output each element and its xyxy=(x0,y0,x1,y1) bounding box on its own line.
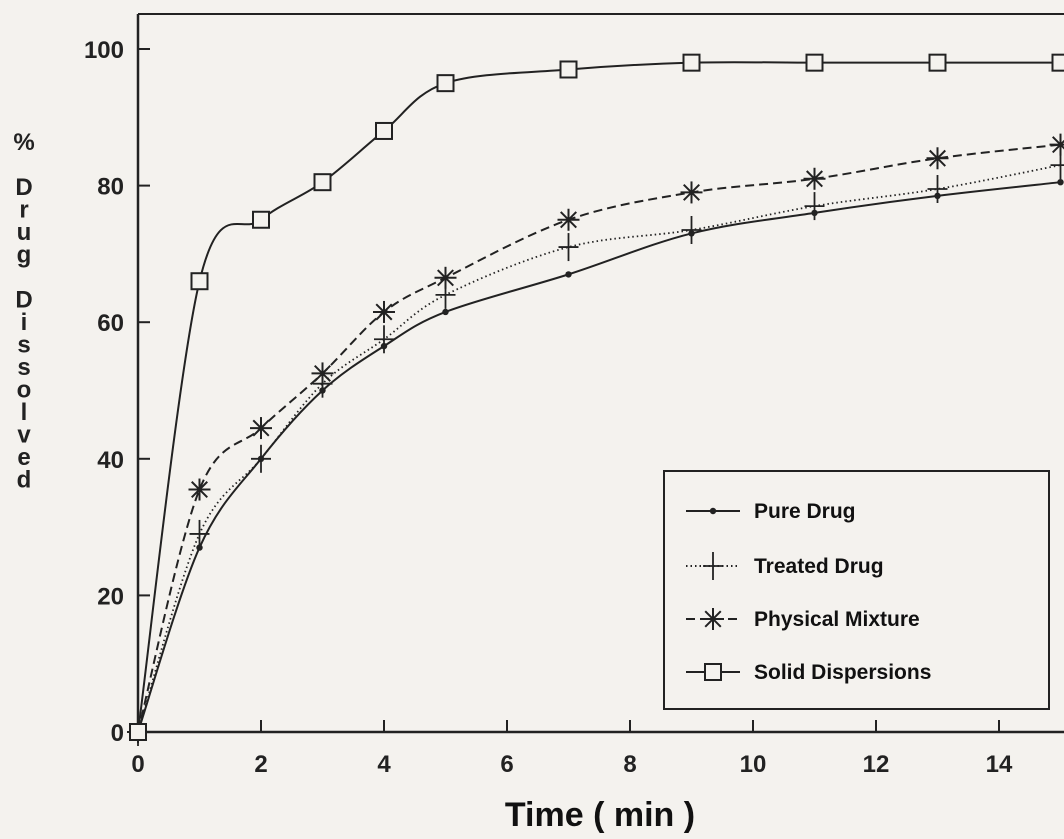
point-treated-drug xyxy=(189,519,210,548)
x-tick-label: 12 xyxy=(863,751,890,778)
point-pure-drug xyxy=(1057,178,1064,186)
x-tick-label: 4 xyxy=(377,751,391,778)
legend-label-solid-dispersions: Solid Dispersions xyxy=(754,661,931,684)
y-axis-label-char: l xyxy=(21,399,28,426)
x-tick-label: 10 xyxy=(740,751,767,778)
point-solid-dispersions xyxy=(375,121,393,140)
y-axis-label-char: d xyxy=(17,467,32,494)
point-physical-mixture xyxy=(188,478,211,501)
y-axis-label-char: % xyxy=(13,129,34,156)
point-physical-mixture xyxy=(311,362,334,385)
point-solid-dispersions xyxy=(559,60,578,79)
y-axis-label-char: D xyxy=(15,287,32,314)
y-axis-label-char: u xyxy=(17,219,32,246)
point-solid-dispersions xyxy=(190,272,209,291)
point-solid-dispersions xyxy=(1051,53,1064,72)
point-physical-mixture xyxy=(557,208,580,231)
point-solid-dispersions xyxy=(436,74,455,93)
point-treated-drug xyxy=(251,444,271,473)
x-tick-label: 6 xyxy=(500,751,513,778)
point-solid-dispersions xyxy=(928,53,947,72)
point-physical-mixture xyxy=(926,147,949,170)
point-treated-drug xyxy=(374,325,394,354)
legend-label-treated-drug: Treated Drug xyxy=(754,555,884,578)
point-physical-mixture xyxy=(680,181,703,204)
series-layer xyxy=(127,53,1064,746)
y-tick-label: 60 xyxy=(97,310,124,337)
point-physical-mixture xyxy=(250,417,272,440)
y-tick-label: 40 xyxy=(97,447,124,474)
legend-marker-treated-drug xyxy=(703,552,723,580)
point-physical-mixture xyxy=(803,167,826,190)
y-axis-label-char: g xyxy=(17,242,32,269)
point-solid-dispersions xyxy=(252,210,270,229)
series-line-treated-drug xyxy=(137,164,1061,733)
legend-marker-pure-drug xyxy=(709,507,717,515)
x-tick-label: 2 xyxy=(254,751,267,778)
legend-box xyxy=(663,470,1050,710)
y-tick-label: 20 xyxy=(97,583,124,610)
legend-marker-solid-dispersions xyxy=(704,663,722,681)
y-tick-label: 100 xyxy=(84,37,124,64)
legend-marker-physical-mixture xyxy=(702,608,724,630)
series-line-pure-drug xyxy=(137,181,1061,733)
y-axis-label-char: e xyxy=(17,444,30,471)
y-tick-label: 80 xyxy=(97,174,124,201)
point-pure-drug xyxy=(565,271,572,278)
y-axis-label-char: D xyxy=(15,174,32,201)
point-treated-drug xyxy=(681,215,702,244)
point-treated-drug xyxy=(927,175,948,204)
y-axis-label-char: o xyxy=(17,377,32,404)
y-axis-label-char: r xyxy=(19,197,28,224)
y-axis-label-char: s xyxy=(17,332,30,359)
x-tick-label: 0 xyxy=(131,751,144,778)
point-physical-mixture xyxy=(1049,133,1064,156)
point-solid-dispersions xyxy=(129,723,147,741)
x-tick-label: 8 xyxy=(623,751,636,778)
y-axis-label-char: s xyxy=(17,354,30,381)
point-treated-drug xyxy=(804,192,825,221)
axis-ticks: 0 2 4 6 8 10 12 14 0 20 40 60 80 100 xyxy=(84,37,1013,778)
point-solid-dispersions xyxy=(313,173,332,192)
point-solid-dispersions xyxy=(805,53,824,72)
point-treated-drug xyxy=(558,233,579,262)
x-tick-label: 14 xyxy=(986,751,1013,778)
series-line-physical-mixture xyxy=(137,143,1061,733)
point-pure-drug xyxy=(442,308,449,316)
legend-label-pure-drug: Pure Drug xyxy=(754,500,856,523)
y-axis-label-char: v xyxy=(17,422,31,449)
x-axis-label: Time ( min ) xyxy=(505,796,695,834)
y-axis-label-char: i xyxy=(21,309,28,336)
point-solid-dispersions xyxy=(682,53,701,72)
point-treated-drug xyxy=(1050,151,1064,180)
legend: Pure Drug Treated Drug Physical Mixture Sol… xyxy=(663,470,1050,710)
point-physical-mixture xyxy=(434,266,457,289)
legend-label-physical-mixture: Physical Mixture xyxy=(754,608,920,631)
y-tick-label: 0 xyxy=(111,720,124,747)
point-physical-mixture xyxy=(373,300,395,323)
